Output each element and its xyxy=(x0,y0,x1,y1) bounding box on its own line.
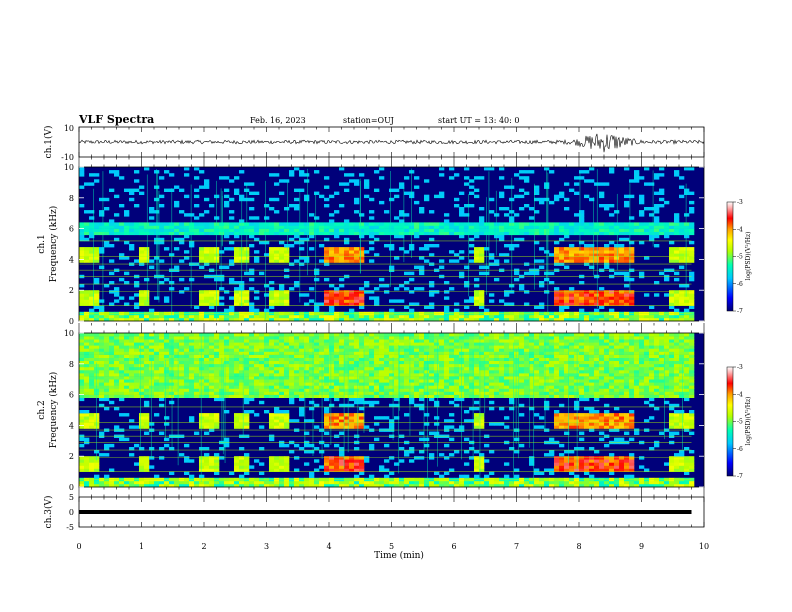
x-tick-label-10: 10 xyxy=(699,542,709,551)
spec-ytick-2: 2 xyxy=(69,452,74,461)
figure-title: VLF Spectra xyxy=(78,113,154,126)
x-tick-label-7: 7 xyxy=(514,542,519,551)
ch2-spectrogram-panel: 0 2 4 6 8 10 ch.2 Frequency (kHz) xyxy=(37,323,705,492)
spec-ytick-6: 6 xyxy=(69,391,74,400)
x-tick-label-1: 1 xyxy=(139,542,144,551)
colorbar-tick--6: -6 xyxy=(737,281,743,288)
ch1-spec-ylabel-channel: ch.1 xyxy=(37,234,47,253)
colorbar-tick--4: -4 xyxy=(737,226,743,233)
ch3-ytick-mid: 0 xyxy=(69,508,74,517)
ch2-colorbar: -3 -4 -5 -6 -7 log(PSD)(V²/Hz) xyxy=(726,364,752,480)
ch1-ytick-bottom: -10 xyxy=(61,153,74,162)
spec-ytick-10: 10 xyxy=(64,163,74,172)
colorbar-tick--7: -7 xyxy=(737,473,743,480)
ch1-colorbar: -3 -4 -5 -6 -7 log(PSD)(V²/Hz) xyxy=(726,199,752,315)
colorbar-tick--7: -7 xyxy=(737,308,743,315)
x-tick-label-6: 6 xyxy=(451,542,456,551)
colorbar-tick--3: -3 xyxy=(737,199,743,206)
start-time-label: start UT = 13: 40: 0 xyxy=(438,116,519,125)
x-tick-label-9: 9 xyxy=(639,542,644,551)
x-tick-label-3: 3 xyxy=(264,542,269,551)
spec-ytick-10: 10 xyxy=(64,329,74,338)
colorbar-tick--4: -4 xyxy=(737,391,743,398)
ch2-spectrogram xyxy=(79,333,695,488)
ch2-spec-ylabel-freq: Frequency (kHz) xyxy=(48,372,59,449)
ch2-colorbar-label: log(PSD)(V²/Hz) xyxy=(745,397,752,446)
spec-ytick-6: 6 xyxy=(69,225,74,234)
x-tick-label-5: 5 xyxy=(389,542,394,551)
station-label: station=OUJ xyxy=(343,116,394,125)
spec-ytick-8: 8 xyxy=(69,360,74,369)
ch1-spec-ylabel-freq: Frequency (kHz) xyxy=(48,206,59,283)
ch3-ylabel: ch.3(V) xyxy=(43,496,54,529)
ch2-spec-ylabel-channel: ch.2 xyxy=(37,400,47,419)
ch1-spectrogram-panel: 0 2 4 6 8 10 ch.1 Frequency (kHz) xyxy=(37,157,705,326)
colorbar-tick--6: -6 xyxy=(737,446,743,453)
ch1-ytick-top: 10 xyxy=(64,124,74,133)
ch1-waveform-panel: 10 -10 ch.1(V) xyxy=(43,124,705,162)
spec-ytick-0: 0 xyxy=(69,483,74,492)
date-label: Feb. 16, 2023 xyxy=(250,116,306,125)
ch1-waveform-line xyxy=(78,133,705,153)
x-axis-label: Time (min) xyxy=(374,550,424,561)
x-tick-label-2: 2 xyxy=(201,542,206,551)
spec-ytick-0: 0 xyxy=(69,317,74,326)
spec-ytick-8: 8 xyxy=(69,194,74,203)
x-axis: 0 1 2 3 4 5 6 7 8 9 10 xyxy=(76,542,709,551)
ch3-ytick-top: 5 xyxy=(69,493,74,502)
ch1-spectrogram xyxy=(79,167,695,322)
x-tick-label-0: 0 xyxy=(76,542,81,551)
x-tick-label-4: 4 xyxy=(326,542,331,551)
x-tick-label-8: 8 xyxy=(576,542,581,551)
spec-ytick-4: 4 xyxy=(69,255,74,264)
ch3-ytick-bottom: -5 xyxy=(66,523,74,532)
ch3-waveform-panel: 5 0 -5 ch.3(V) xyxy=(43,487,705,532)
ch1-colorbar-label: log(PSD)(V²/Hz) xyxy=(745,232,752,281)
ch1-ylabel: ch.1(V) xyxy=(43,126,54,159)
colorbar-tick--5: -5 xyxy=(737,419,743,426)
colorbar-tick--3: -3 xyxy=(737,364,743,371)
colorbar-tick--5: -5 xyxy=(737,254,743,261)
spec-ytick-4: 4 xyxy=(69,421,74,430)
spec-ytick-2: 2 xyxy=(69,286,74,295)
